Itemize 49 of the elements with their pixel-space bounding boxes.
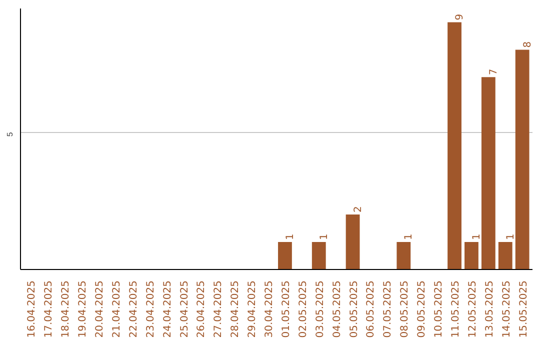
bar <box>515 50 530 270</box>
x-tick-label: 02.05.2025 <box>298 280 309 338</box>
x-tick-label: 05.05.2025 <box>348 280 360 338</box>
x-tick-label: 04.05.2025 <box>332 280 343 338</box>
bar <box>498 242 512 270</box>
x-tick-label: 03.05.2025 <box>314 280 326 338</box>
x-tick-label: 22.04.2025 <box>128 280 140 338</box>
x-tick-label: 25.04.2025 <box>179 280 190 338</box>
y-tick-label: 5 <box>6 132 14 137</box>
x-tick-label: 07.05.2025 <box>382 280 394 338</box>
data-label: 8 <box>522 41 534 48</box>
x-tick-label: 10.05.2025 <box>434 280 445 338</box>
x-tick-label: 13.05.2025 <box>484 280 496 338</box>
data-label: 7 <box>488 68 500 76</box>
x-tick-label: 21.04.2025 <box>111 280 122 338</box>
x-tick-label: 26.04.2025 <box>196 280 208 338</box>
x-tick-label: 20.04.2025 <box>94 280 106 338</box>
x-tick-label: 12.05.2025 <box>467 280 478 338</box>
bar <box>464 242 478 270</box>
data-label: 1 <box>318 234 330 240</box>
x-tick-label: 18.04.2025 <box>60 280 72 338</box>
x-tick-label: 30.04.2025 <box>264 280 276 338</box>
x-tick-label: 23.04.2025 <box>145 280 156 338</box>
data-label: 1 <box>404 234 415 240</box>
bar <box>481 77 496 270</box>
x-tick-label: 14.05.2025 <box>501 280 512 338</box>
x-tick-label: 06.05.2025 <box>366 280 377 338</box>
x-tick-label: 17.04.2025 <box>44 280 55 338</box>
x-tick-label: 28.04.2025 <box>230 280 242 338</box>
x-tick-label: 24.04.2025 <box>162 280 174 338</box>
x-tick-label: 15.05.2025 <box>518 280 530 338</box>
bar <box>346 214 360 270</box>
bar <box>448 22 462 270</box>
data-label: 1 <box>505 234 516 240</box>
x-tick-label: 11.05.2025 <box>450 280 462 338</box>
x-tick-label: 27.04.2025 <box>213 280 224 338</box>
bar <box>278 242 292 270</box>
data-label: 9 <box>454 14 466 20</box>
bar <box>396 242 411 270</box>
data-label: 1 <box>471 234 482 240</box>
x-tick-label: 08.05.2025 <box>400 280 411 338</box>
data-label: 2 <box>352 206 364 213</box>
x-tick-label: 01.05.2025 <box>280 280 292 338</box>
x-tick-label: 16.04.2025 <box>26 280 38 338</box>
bar <box>312 242 326 270</box>
x-tick-label: 29.04.2025 <box>247 280 258 338</box>
x-tick-label: 09.05.2025 <box>416 280 428 338</box>
x-tick-label: 19.04.2025 <box>78 280 89 338</box>
data-label: 1 <box>284 234 296 240</box>
